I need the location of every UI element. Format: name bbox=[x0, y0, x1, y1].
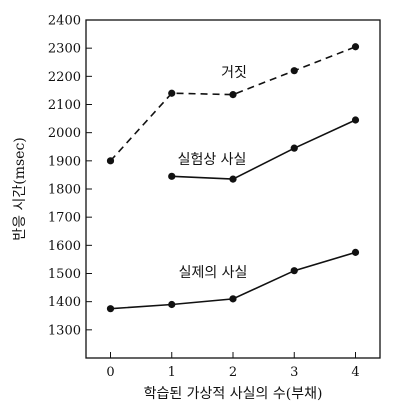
series-label-experimental-fact: 실험상 사실 bbox=[178, 152, 247, 168]
series-1-point bbox=[351, 116, 360, 124]
y-tick-label: 1900 bbox=[48, 154, 81, 169]
series-1-point bbox=[229, 175, 237, 183]
x-tick-label: 3 bbox=[290, 365, 298, 380]
series-0-point bbox=[168, 89, 176, 97]
y-tick-label: 1700 bbox=[48, 211, 81, 226]
series-1-point bbox=[168, 172, 176, 180]
series-0-point bbox=[351, 43, 360, 51]
series-2-point bbox=[351, 248, 360, 256]
y-tick-label: 2300 bbox=[48, 42, 81, 57]
y-tick-label: 1500 bbox=[48, 267, 81, 282]
series-1-point bbox=[290, 144, 298, 152]
y-tick-label: 1400 bbox=[48, 295, 81, 310]
series-2-point bbox=[290, 267, 298, 275]
x-tick-label: 2 bbox=[229, 365, 237, 380]
y-axis: 1300 1400 1500 1600 1700 1800 1900 2000 2100 2200… bbox=[48, 14, 92, 338]
series-label-false: 거짓 bbox=[221, 65, 247, 81]
x-axis: 0 1 2 3 4 bbox=[106, 352, 360, 380]
x-tick-label: 4 bbox=[351, 365, 359, 380]
y-tick-label: 1800 bbox=[48, 183, 81, 198]
y-tick-label: 1300 bbox=[48, 323, 81, 338]
series-2-point bbox=[168, 300, 176, 309]
y-axis-title: 반응 시간(msec) bbox=[12, 137, 28, 240]
y-tick-label: 2400 bbox=[48, 14, 81, 29]
y-tick-label: 2200 bbox=[48, 70, 81, 85]
series-2-point bbox=[106, 305, 115, 313]
series-label-real-fact: 실제의 사실 bbox=[179, 265, 248, 281]
series-0-point bbox=[229, 91, 237, 99]
y-tick-label: 2000 bbox=[48, 126, 81, 141]
series-0-point bbox=[290, 67, 298, 75]
x-axis-title: 학습된 가상적 사실의 수(부채) bbox=[144, 386, 323, 402]
series-layer bbox=[106, 43, 360, 313]
y-tick-label: 1600 bbox=[48, 239, 81, 254]
x-tick-label: 1 bbox=[168, 365, 176, 380]
series-2-point bbox=[229, 295, 237, 303]
series-line-1 bbox=[171, 119, 356, 180]
y-tick-label: 2100 bbox=[48, 98, 81, 113]
x-tick-label: 0 bbox=[106, 365, 114, 380]
series-0-point bbox=[106, 157, 115, 165]
series-line-0 bbox=[109, 46, 356, 162]
